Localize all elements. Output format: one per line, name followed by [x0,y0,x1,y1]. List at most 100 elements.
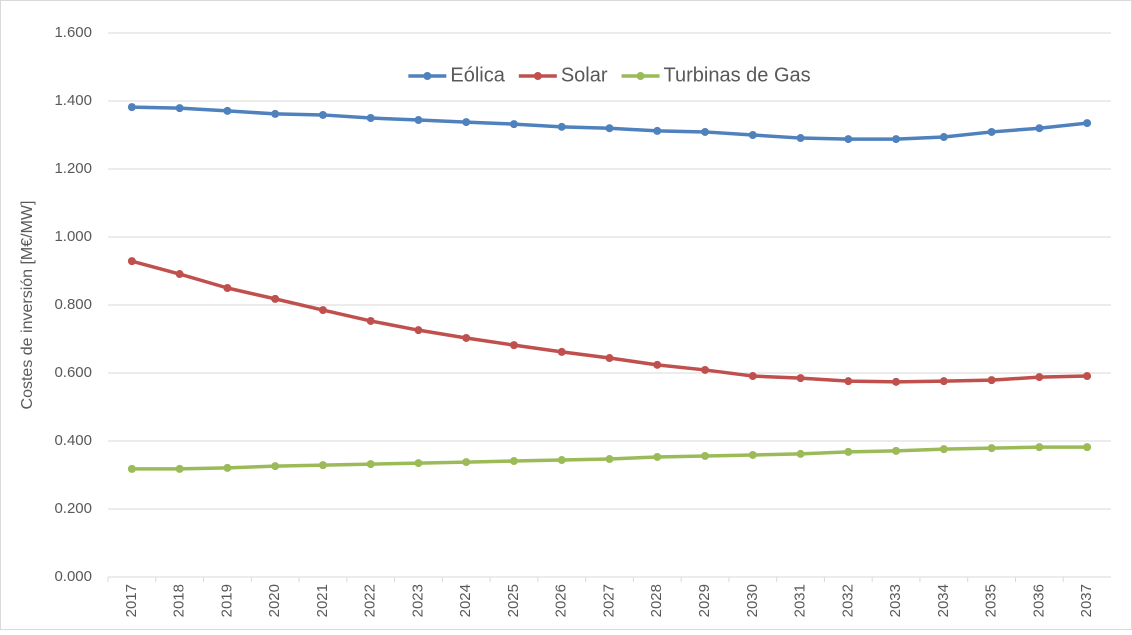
data-point [557,456,566,465]
x-tick-label: 2035 [983,584,1000,617]
x-tick-label: 2018 [171,584,188,617]
data-point [701,451,710,460]
x-tick-label: 2021 [314,584,331,617]
y-tick-label: 0.600 [54,364,92,381]
y-tick-label: 1.200 [54,160,92,177]
data-point [748,131,757,139]
x-tick-label: 2034 [935,584,952,617]
x-tick-label: 2020 [266,584,283,617]
data-point [127,464,136,473]
y-axis-title: Costes de inversión [M€/MW] [19,201,36,410]
y-tick-label: 0.400 [54,432,92,449]
data-point [939,133,948,142]
data-point [366,114,375,122]
data-point [366,460,375,469]
legend-label: Turbinas de Gas [664,64,811,86]
x-tick-label: 2028 [648,584,665,617]
data-point [127,257,136,266]
x-tick-label: 2024 [457,584,474,617]
data-point [318,110,327,119]
legend-marker [533,72,542,80]
data-point [223,463,232,472]
data-point [701,127,710,136]
data-point [509,341,518,350]
y-tick-label: 1.000 [54,228,92,245]
data-point [366,316,375,325]
y-tick-label: 0.200 [54,500,92,517]
data-point [223,106,232,115]
data-point [701,365,710,374]
x-tick-label: 2029 [696,584,713,617]
data-point [1083,443,1092,452]
x-tick-label: 2030 [744,584,761,617]
y-tick-label: 0.000 [54,568,92,585]
x-tick-label: 2033 [887,584,904,617]
data-point [1083,372,1092,381]
data-point [509,120,518,129]
data-point [987,376,996,385]
data-point [748,372,757,381]
legend-item: Turbinas de Gas [621,64,811,86]
legend-marker [636,72,645,80]
data-point [939,377,948,386]
y-tick-label: 1.600 [54,24,92,41]
x-tick-label: 2032 [839,584,856,617]
data-point [892,446,901,455]
data-point [557,347,566,356]
x-tick-label: 2037 [1078,584,1095,617]
x-tick-label: 2017 [123,584,140,617]
data-point [605,354,614,363]
data-point [1083,119,1092,128]
x-tick-label: 2022 [362,584,379,617]
data-point [653,126,662,135]
y-tick-label: 0.800 [54,296,92,313]
data-point [127,103,136,112]
y-tick-label: 1.400 [54,92,92,109]
data-point [844,377,853,386]
data-point [844,447,853,456]
data-point [844,135,853,144]
data-point [175,464,184,473]
data-point [796,134,805,143]
data-point [509,457,518,466]
legend-item: Solar [518,64,608,86]
data-point [223,284,232,292]
data-point [748,450,757,459]
data-point [175,104,184,113]
data-point [1035,443,1044,452]
data-point [653,360,662,369]
data-point [1035,373,1044,382]
data-point [414,116,423,125]
data-point [318,306,327,315]
data-point [462,333,471,342]
x-tick-label: 2025 [505,584,522,617]
x-tick-label: 2027 [600,584,617,617]
data-point [939,445,948,454]
data-point [892,377,901,386]
x-tick-label: 2036 [1030,584,1047,617]
data-point [557,122,566,131]
x-tick-label: 2031 [792,584,809,617]
data-point [892,135,901,144]
legend-label: Solar [561,64,608,86]
data-point [271,462,280,471]
data-point [462,118,471,127]
data-point [462,458,471,467]
data-point [653,452,662,461]
data-point [175,270,184,279]
data-point [987,444,996,453]
data-point [318,461,327,470]
data-point [1035,124,1044,133]
data-point [605,124,614,133]
legend-item: Eólica [408,64,506,86]
data-point [987,127,996,136]
data-point [414,459,423,468]
data-point [271,294,280,303]
data-point [796,374,805,383]
legend-label: Eólica [450,64,505,86]
data-point [796,449,805,458]
data-point [605,455,614,464]
